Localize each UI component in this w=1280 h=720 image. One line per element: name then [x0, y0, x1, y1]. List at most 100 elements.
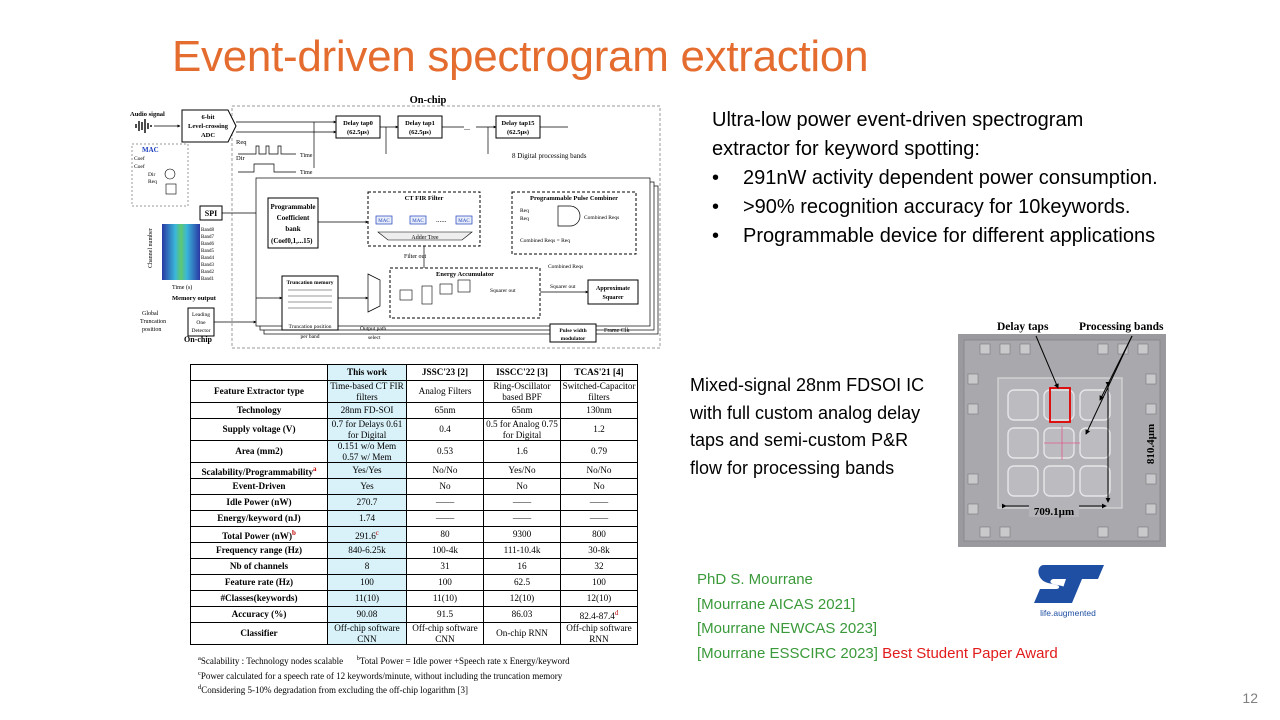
lod-2: One: [196, 320, 206, 326]
table-cell: 30-8k: [560, 542, 638, 559]
svg-text:MAC: MAC: [378, 219, 390, 224]
table-cell: 9300: [483, 526, 561, 543]
table-cell: 100: [327, 574, 407, 591]
table-cell: Off-chip software CNN: [406, 622, 484, 645]
truncation-pos-1: Truncation position: [288, 324, 331, 330]
approx-squarer-1: Approximate: [596, 286, 630, 292]
table-cell-feature: Total Power (nW)b: [190, 526, 328, 543]
processing-bands-label: Processing bands: [1079, 321, 1164, 333]
table-cell-feature: Event-Driven: [190, 478, 328, 495]
summary-intro: Ultra-low power event-driven spectrogram…: [712, 109, 1084, 160]
svg-text:Req: Req: [520, 216, 529, 222]
squarer-out-1: Squarer out: [490, 288, 516, 294]
table-row: Accuracy (%) 90.08 91.5 86.03 82.4-87.4d: [190, 606, 638, 623]
table-cell: 130nm: [560, 402, 638, 419]
table-header: This work: [327, 364, 407, 381]
coef-bank-4: (Coef0,1,...15): [271, 237, 313, 245]
table-cell: 11(10): [406, 590, 484, 607]
table-cell-feature: Scalability/Programmabilitya: [190, 462, 328, 479]
truncation-pos-2: per band: [300, 334, 319, 340]
footnote-b: Total Power = Idle power +Speech rate x …: [359, 656, 570, 666]
table-row: Area (mm2) 0.151 w/o Mem 0.57 w/ Mem 0.53 1…: [190, 440, 638, 463]
audio-signal-label: Audio signal: [130, 111, 165, 118]
table-cell: 86.03: [483, 606, 561, 623]
die-width-label: 709.1µm: [1034, 506, 1074, 518]
table-row: Frequency range (Hz) 840-6.25k 100-4k 111-1…: [190, 542, 638, 559]
svg-text:Req: Req: [148, 179, 157, 185]
table-cell-feature: Area (mm2): [190, 440, 328, 463]
table-cell: No: [406, 478, 484, 495]
table-cell: Analog Filters: [406, 380, 484, 403]
mixed-signal-text: Mixed-signal 28nm FDSOI IC with full cus…: [690, 375, 925, 478]
svg-text:Band7: Band7: [201, 235, 215, 240]
table-cell: 32: [560, 558, 638, 575]
table-cell: Yes: [327, 478, 407, 495]
table-cell: 82.4-87.4d: [560, 606, 638, 623]
truncation-memory-label: Truncation memory: [286, 280, 333, 286]
footnote-a: Scalability : Technology nodes scalable: [200, 656, 344, 666]
svg-text:MAC: MAC: [412, 219, 424, 224]
table-cell: ——: [406, 494, 484, 511]
global-trunc-2: Truncation: [140, 319, 166, 325]
table-cell: No/No: [406, 462, 484, 479]
delay-tap15-time: (62.5µs): [507, 129, 529, 136]
table-cell: Off-chip software CNN: [327, 622, 407, 645]
slide-title: Event-driven spectrogram extraction: [172, 32, 869, 81]
table-row: Feature Extractor type Time-based CT FIR …: [190, 380, 638, 403]
delay-tap0: Delay tap0: [343, 120, 373, 127]
table-cell: Yes/No: [483, 462, 561, 479]
svg-text:Dir: Dir: [236, 155, 246, 162]
output-path-1: Output path: [360, 326, 386, 332]
table-cell: 0.53: [406, 440, 484, 463]
table-cell: 0.4: [406, 418, 484, 441]
table-row: Classifier Off-chip software CNN Off-chip …: [190, 622, 638, 645]
ref-esscirc: [Mourrane ESSCIRC 2023]: [697, 644, 878, 662]
footnote-c: Power calculated for a speech rate of 12…: [200, 670, 563, 681]
svg-text:Band8: Band8: [201, 228, 215, 233]
coef-bank-1: Programmable: [271, 203, 316, 211]
table-cell: Switched-Capacitor filters: [560, 380, 638, 403]
table-cell: 1.6: [483, 440, 561, 463]
table-cell: Yes/Yes: [327, 462, 407, 479]
table-row: Event-Driven Yes No No No: [190, 478, 638, 495]
table-row: Technology 28nm FD-SOI 65nm 65nm 130nm: [190, 402, 638, 419]
table-cell: 100: [560, 574, 638, 591]
svg-text:Band2: Band2: [201, 270, 215, 275]
die-height-label: 810.4µm: [1145, 424, 1157, 464]
time-label-1: Time: [300, 153, 313, 159]
slide-number: 12: [1242, 690, 1258, 706]
table-cell: 0.151 w/o Mem 0.57 w/ Mem: [327, 440, 407, 463]
logo-tagline: life.augmented: [1040, 608, 1096, 618]
global-trunc-1: Global: [142, 311, 159, 317]
channel-number-label: Channel number: [148, 228, 154, 268]
table-cell: 62.5: [483, 574, 561, 591]
table-cell: 0.79: [560, 440, 638, 463]
table-cell: Off-chip software RNN: [560, 622, 638, 645]
table-cell-feature: #Classes(keywords): [190, 590, 328, 607]
combined-reqs-2: Combined Reqs: [548, 264, 583, 270]
table-row: Supply voltage (V) 0.7 for Delays 0.61 fo…: [190, 418, 638, 441]
svg-text:MAC: MAC: [458, 219, 470, 224]
table-cell-feature: Classifier: [190, 622, 328, 645]
svg-text:Coef: Coef: [134, 163, 145, 170]
table-header: [190, 364, 328, 381]
table-cell: 8: [327, 558, 407, 575]
table-row: #Classes(keywords) 11(10) 11(10) 12(10) 12(1…: [190, 590, 638, 607]
references: PhD S. Mourrane [Mourrane AICAS 2021] [M…: [697, 568, 1058, 666]
coef-bank-2: Coefficient: [277, 214, 310, 222]
pulse-combiner-label: Programmable Pulse Combiner: [530, 195, 618, 202]
delay-tap1-time: (62.5µs): [409, 129, 431, 136]
time-label-2: Time: [300, 170, 313, 176]
summary-bullet: Programmable device for different applic…: [712, 222, 1162, 251]
die-photo: 709.1µm 810.4µm: [958, 334, 1166, 547]
table-cell-feature: Energy/keyword (nJ): [190, 510, 328, 527]
table-cell: 840-6.25k: [327, 542, 407, 559]
svg-text:Band4: Band4: [201, 256, 215, 261]
table-cell-feature: Accuracy (%): [190, 606, 328, 623]
table-cell-feature: Frequency range (Hz): [190, 542, 328, 559]
on-chip-bottom-label: On-chip: [184, 335, 213, 344]
table-cell: ——: [483, 494, 561, 511]
architecture-diagram: On-chip Audio signal 6-bit Level-crossin…: [130, 95, 661, 349]
svg-text:Dir: Dir: [148, 172, 156, 178]
table-cell: 1.2: [560, 418, 638, 441]
